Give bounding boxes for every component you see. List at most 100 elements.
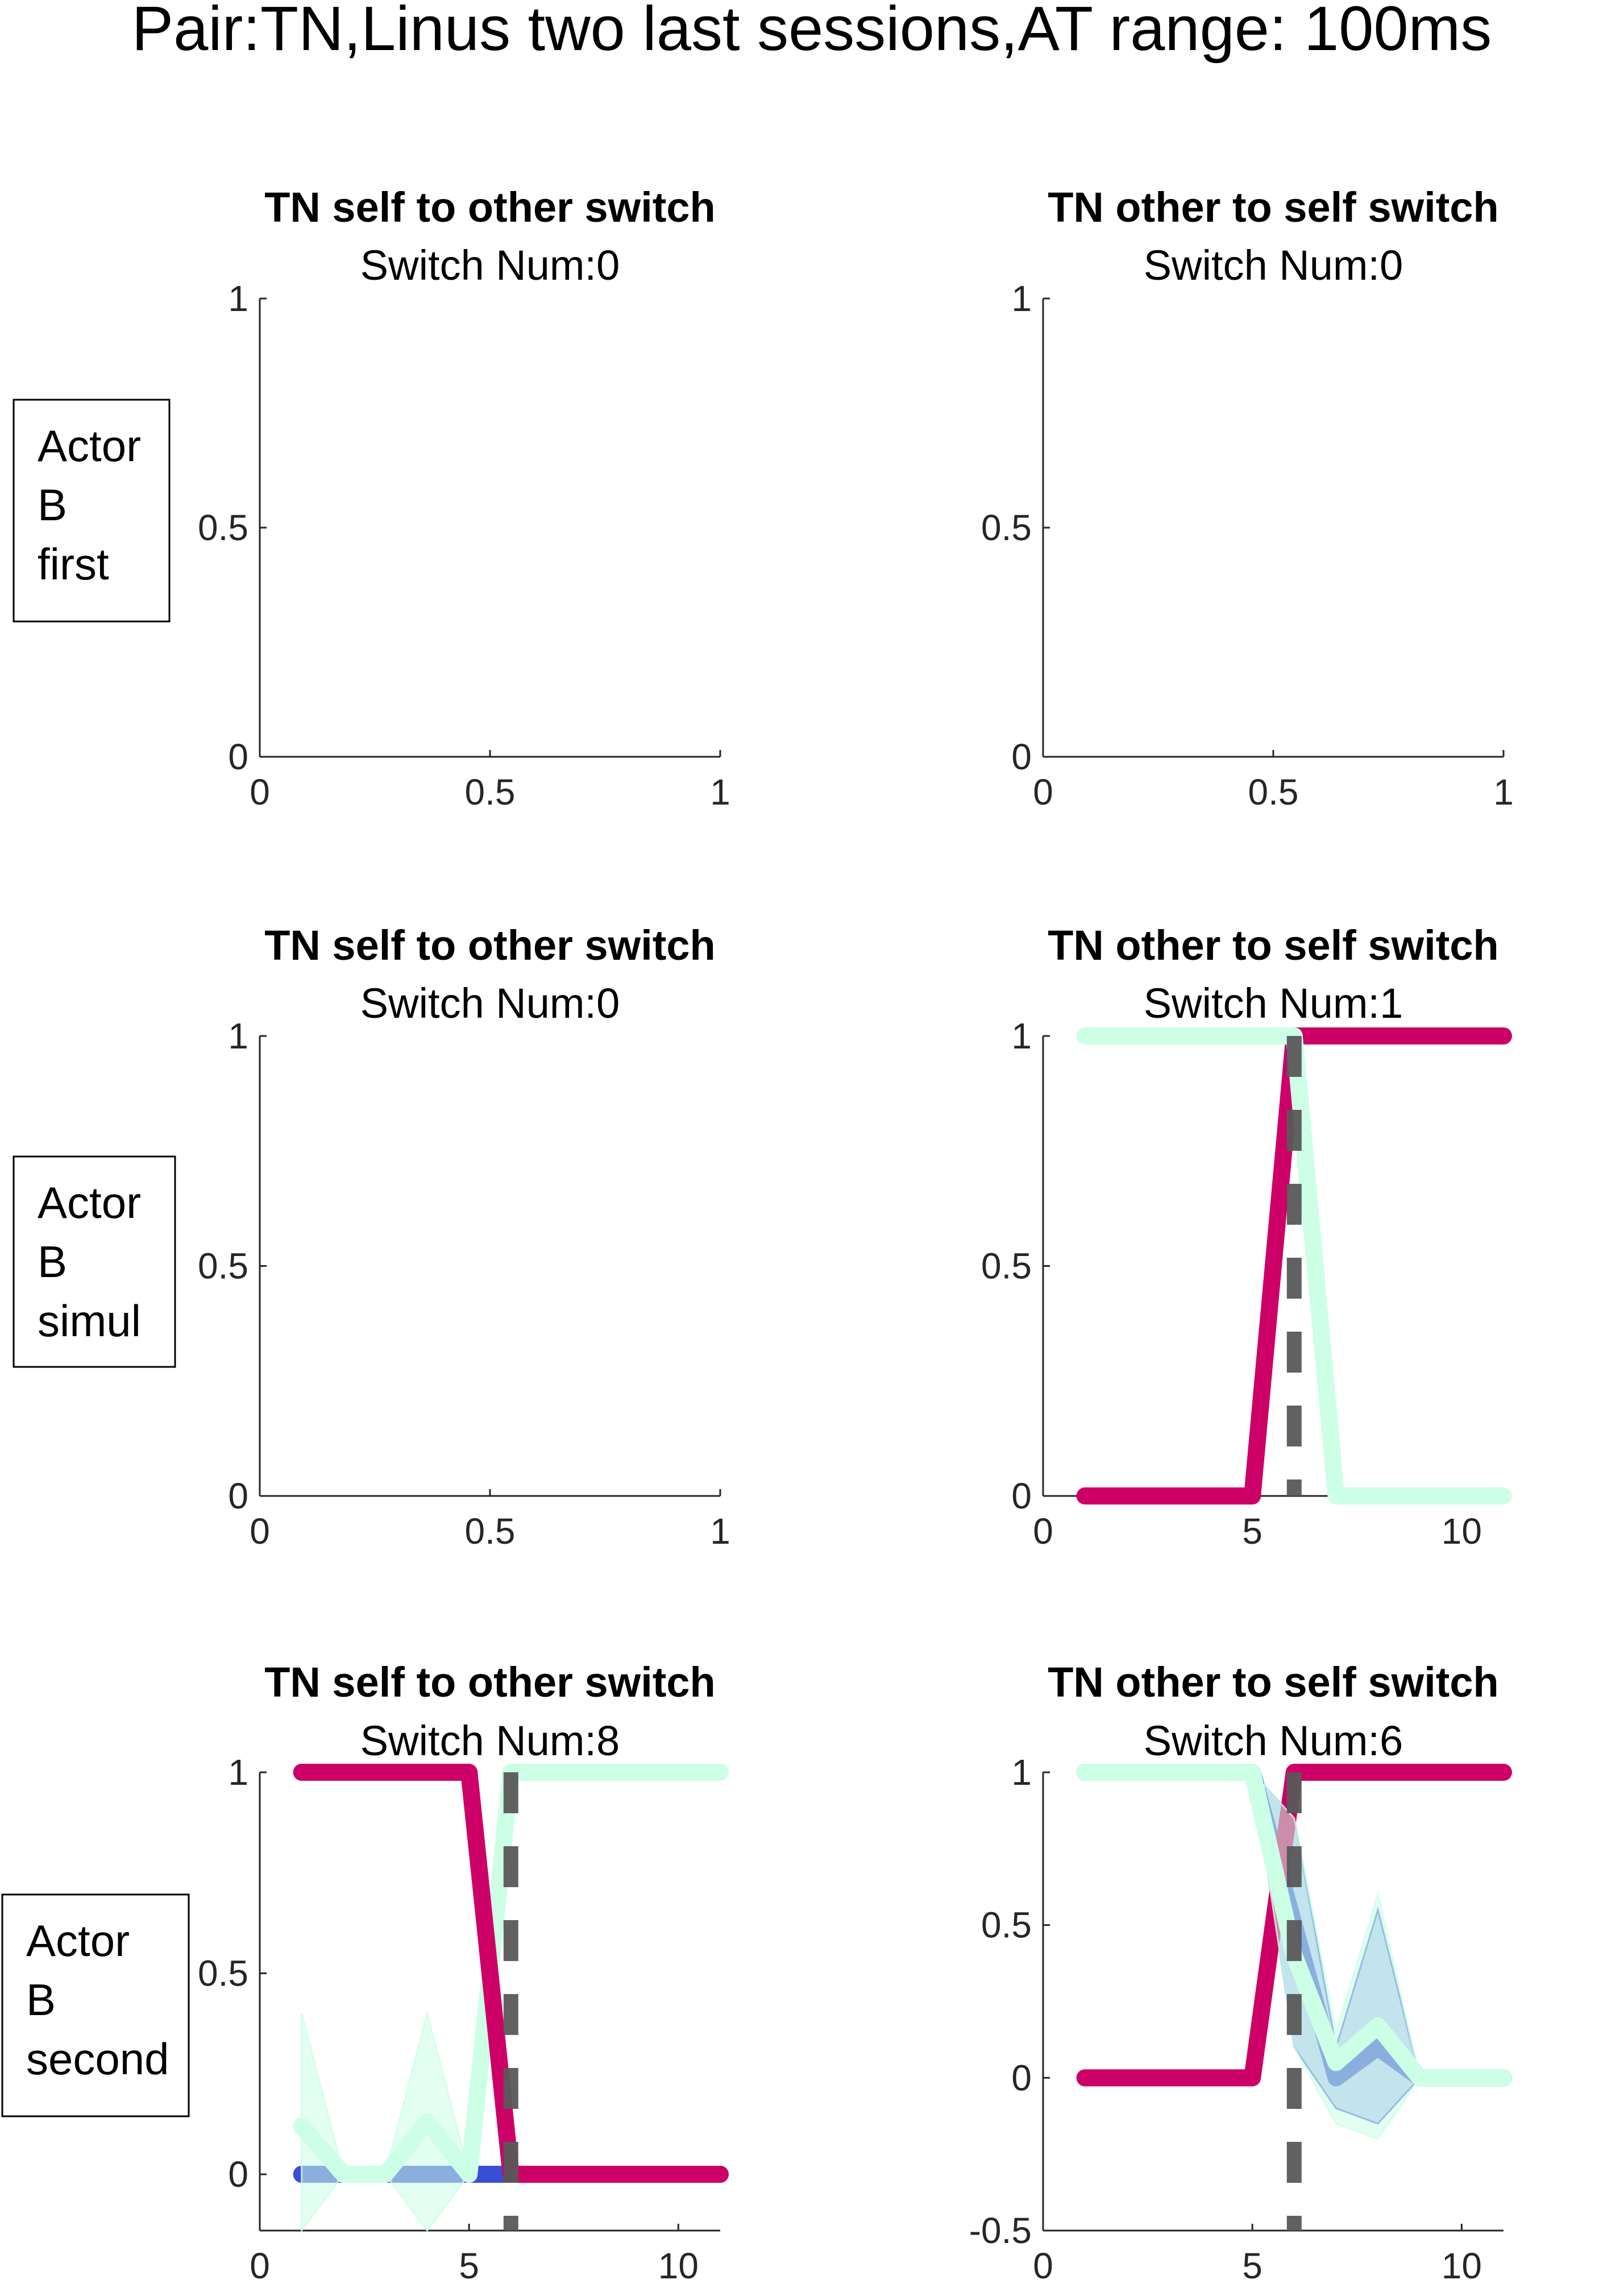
series-point bbox=[1081, 1033, 1089, 1039]
series-point bbox=[717, 1769, 724, 1776]
panel-subtitle: Switch Num:0 bbox=[360, 242, 620, 289]
y-tick-label: 0 bbox=[1011, 736, 1032, 777]
series-point bbox=[1081, 1493, 1089, 1499]
series-point bbox=[423, 1769, 431, 1776]
x-tick-label: 0.5 bbox=[1248, 772, 1299, 813]
series-point bbox=[1500, 1493, 1507, 1499]
series-point bbox=[591, 2171, 599, 2178]
x-tick-label: 0 bbox=[250, 2245, 270, 2286]
x-tick-label: 1 bbox=[710, 772, 730, 813]
series-point bbox=[1081, 1769, 1089, 1776]
panel-title: TN other to self switch bbox=[1048, 922, 1499, 969]
series-point bbox=[466, 2171, 473, 2178]
panel-subtitle: Switch Num:8 bbox=[360, 1717, 620, 1764]
series-point bbox=[549, 2171, 556, 2178]
x-tick-label: 10 bbox=[658, 2245, 699, 2286]
series-point bbox=[1500, 2074, 1507, 2082]
x-tick-label: 5 bbox=[1242, 1511, 1262, 1552]
series-point bbox=[1332, 1769, 1340, 1776]
series-point bbox=[1207, 2074, 1214, 2082]
series-point bbox=[1165, 1033, 1172, 1039]
y-tick-label: 0 bbox=[228, 2154, 248, 2195]
series-point bbox=[298, 2123, 305, 2130]
x-tick-label: 0 bbox=[250, 1511, 270, 1552]
row-label-line: Actor bbox=[38, 1178, 141, 1228]
y-tick-label: 1 bbox=[1011, 1752, 1032, 1793]
x-tick-label: 0 bbox=[250, 772, 270, 813]
row-label-line: Actor bbox=[26, 1916, 130, 1966]
panel-subtitle: Switch Num:0 bbox=[360, 980, 620, 1027]
x-tick-label: 5 bbox=[1242, 2245, 1262, 2286]
y-tick-label: -0.5 bbox=[969, 2210, 1032, 2251]
y-tick-label: 0.5 bbox=[198, 1246, 248, 1287]
y-tick-label: 0 bbox=[228, 1475, 248, 1516]
x-tick-label: 10 bbox=[1442, 2245, 1482, 2286]
series-point bbox=[1416, 1493, 1423, 1499]
row-label-line: B bbox=[38, 480, 67, 530]
y-tick-label: 0.5 bbox=[981, 1246, 1032, 1287]
y-tick-label: 1 bbox=[228, 1752, 248, 1793]
panel-subtitle: Switch Num:0 bbox=[1144, 242, 1403, 289]
y-tick-label: 0.5 bbox=[198, 1953, 248, 1994]
series-point bbox=[1249, 1493, 1256, 1499]
x-tick-label: 0.5 bbox=[465, 772, 516, 813]
series-point bbox=[423, 2119, 431, 2126]
series-point bbox=[1416, 1033, 1423, 1039]
y-tick-label: 0 bbox=[1011, 1475, 1032, 1516]
series-point bbox=[1123, 1769, 1131, 1776]
series-point bbox=[1374, 1033, 1382, 1039]
series-point bbox=[1500, 1769, 1507, 1776]
series-point bbox=[1123, 1493, 1131, 1499]
row-label-line: second bbox=[26, 2034, 169, 2084]
x-tick-label: 0 bbox=[1033, 1511, 1053, 1552]
y-tick-label: 0.5 bbox=[981, 1905, 1032, 1946]
panel-title: TN other to self switch bbox=[1048, 184, 1499, 231]
y-tick-label: 1 bbox=[1011, 278, 1032, 319]
panel-title: TN self to other switch bbox=[264, 922, 716, 969]
series-point bbox=[1249, 2074, 1256, 2082]
series-point bbox=[1207, 1769, 1214, 1776]
row-label-box bbox=[13, 399, 171, 623]
series-point bbox=[298, 1769, 305, 1776]
panel-title: TN self to other switch bbox=[264, 1659, 716, 1706]
series-point bbox=[549, 1769, 556, 1776]
panel-subtitle: Switch Num:6 bbox=[1144, 1717, 1403, 1764]
series-point bbox=[1458, 2074, 1465, 2082]
figure-title: Pair:TN,Linus two last sessions,AT range… bbox=[132, 0, 1492, 64]
row-label-box bbox=[1, 1893, 190, 2117]
y-tick-label: 0 bbox=[228, 736, 248, 777]
row-label-line: simul bbox=[38, 1296, 141, 1346]
x-tick-label: 10 bbox=[1442, 1511, 1482, 1552]
series-point bbox=[717, 2171, 724, 2178]
chart-panel: TN self to other switch Switch Num:0 0 0.5 1… bbox=[198, 922, 730, 1552]
y-tick-label: 1 bbox=[228, 1015, 248, 1056]
y-tick-label: 1 bbox=[228, 278, 248, 319]
row-label-line: first bbox=[38, 539, 109, 589]
series-point bbox=[1500, 1033, 1507, 1039]
chart-panel: TN self to other switch Switch Num:0 0 0.5 1… bbox=[198, 184, 730, 813]
series-point bbox=[591, 1769, 599, 1776]
series-point bbox=[1374, 1493, 1382, 1499]
series-point bbox=[1123, 1033, 1131, 1039]
chart-panel: TN other to self switch Switch Num:0 0 0.5 1… bbox=[981, 184, 1514, 813]
x-tick-label: 0 bbox=[1033, 772, 1053, 813]
series-point bbox=[1249, 1033, 1256, 1039]
row-label-line: Actor bbox=[38, 421, 141, 471]
y-tick-label: 0.5 bbox=[981, 507, 1032, 548]
series-point bbox=[633, 1769, 640, 1776]
y-tick-label: 0 bbox=[1011, 2057, 1032, 2098]
series-point bbox=[633, 2171, 640, 2178]
series-point bbox=[1332, 1033, 1340, 1039]
series-point bbox=[1374, 1769, 1382, 1776]
series-point bbox=[1249, 1769, 1256, 1776]
series-point bbox=[1458, 1033, 1465, 1039]
x-tick-label: 1 bbox=[1493, 772, 1514, 813]
series-point bbox=[675, 2171, 682, 2178]
y-tick-label: 0.5 bbox=[198, 507, 248, 548]
